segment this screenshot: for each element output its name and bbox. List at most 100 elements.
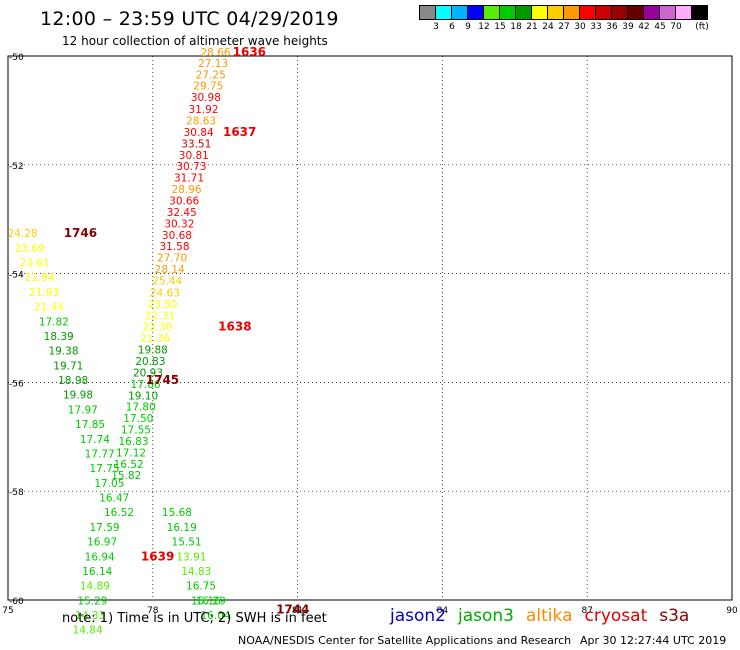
swh-value: 16.19	[167, 522, 197, 534]
x-tick-label: 81	[292, 606, 303, 616]
swh-value: 20.93	[133, 367, 163, 379]
colorbar-label: 70	[670, 22, 682, 32]
plot-frame	[7, 55, 733, 601]
swh-value: 23.69	[15, 243, 45, 255]
swh-value: 16.75	[186, 581, 216, 593]
mission-jason2: jason2	[390, 606, 446, 626]
swh-value: 17.12	[116, 447, 146, 459]
time-label: 1746	[64, 226, 97, 240]
swh-value: 14.89	[80, 581, 110, 593]
swh-value: 17.55	[121, 425, 151, 437]
swh-value: 17.75	[90, 463, 120, 475]
colorbar-label: 12	[478, 22, 490, 32]
swh-value: 21.93	[29, 287, 59, 299]
footer-timestamp: Apr 30 12:27:44 UTC 2019	[580, 634, 727, 647]
time-label: 1744	[276, 603, 309, 617]
x-tick-label: 78	[147, 606, 159, 616]
swh-value: 31.92	[188, 104, 218, 116]
x-tick-label: 87	[581, 606, 592, 616]
swh-value: 30.73	[176, 161, 206, 173]
swh-value: 19.38	[48, 346, 78, 358]
swh-value: 28.66	[201, 47, 231, 59]
colorbar-label: 39	[622, 22, 634, 32]
time-label: 1745	[146, 373, 179, 387]
swh-value: 30.81	[179, 150, 209, 162]
y-tick-label: -56	[9, 379, 24, 389]
swh-value: 27.13	[198, 58, 228, 70]
y-tick-label: -60	[9, 597, 24, 607]
swh-value: 21.44	[34, 302, 64, 314]
swh-value: 28.96	[172, 184, 202, 196]
colorbar-label: 30	[574, 22, 586, 32]
time-label: 1637	[223, 125, 256, 139]
swh-value: 17.86	[131, 379, 161, 391]
swh-value: 16.47	[99, 493, 129, 505]
swh-value: 17.82	[39, 316, 69, 328]
swh-value: 15.68	[162, 507, 192, 519]
swh-value: 28.14	[155, 264, 185, 276]
colorbar-swatches	[419, 5, 708, 20]
swh-value: 24.63	[150, 287, 180, 299]
colorbar-label: 24	[542, 22, 554, 32]
footer-credit: NOAA/NESDIS Center for Satellite Applica…	[238, 634, 572, 647]
colorbar-label: 33	[590, 22, 602, 32]
swh-value: 31.58	[159, 241, 189, 253]
colorbar-label: 36	[606, 22, 618, 32]
colorbar-swatch	[691, 5, 708, 20]
swh-value: 16.16	[191, 595, 221, 607]
time-label: 1638	[218, 320, 251, 334]
y-tick-label: -54	[9, 271, 24, 281]
colorbar-label: 18	[510, 22, 522, 32]
chart-title: 12:00 – 23:59 UTC 04/29/2019	[40, 8, 339, 30]
swh-value: 33.51	[181, 138, 211, 150]
swh-value: 16.83	[118, 436, 148, 448]
swh-value: 30.32	[164, 218, 194, 230]
swh-value: 17.85	[75, 419, 105, 431]
y-tick-label: -50	[9, 53, 24, 63]
x-tick-label: 75	[2, 606, 13, 616]
y-tick-label: -52	[9, 162, 24, 172]
swh-value: 16.14	[82, 566, 112, 578]
swh-value: 30.98	[191, 92, 221, 104]
swh-value: 28.63	[186, 116, 216, 128]
swh-value: 19.71	[53, 360, 83, 372]
swh-value: 20.83	[135, 356, 165, 368]
swh-value: 16.97	[87, 537, 117, 549]
mission-cryosat: cryosat	[584, 606, 648, 626]
swh-value: 27.70	[157, 253, 187, 265]
footer-note: note: 1) Time is in UTC; 2) SWH is in fe…	[62, 611, 327, 626]
swh-value: 15.51	[172, 537, 202, 549]
swh-value: 14.83	[181, 566, 211, 578]
colorbar-label: 6	[449, 22, 455, 32]
swh-value: 19.10	[128, 390, 158, 402]
mission-s3a: s3a	[659, 606, 690, 626]
swh-value: 19.98	[63, 390, 93, 402]
swh-value: 30.84	[184, 127, 214, 139]
swh-value: 22.31	[145, 310, 175, 322]
swh-value: 30.66	[169, 196, 199, 208]
x-tick-label: 90	[726, 606, 738, 616]
colorbar-label: 45	[654, 22, 666, 32]
colorbar-label: 42	[638, 22, 650, 32]
swh-value: 17.74	[80, 434, 110, 446]
swh-value: 18.39	[44, 331, 74, 343]
mission-jason3: jason3	[458, 606, 514, 626]
colorbar-legend: 3 6 9 12 15 18 21 24 27 30 33 36 39 42 45 70 (ft)	[419, 5, 709, 36]
colorbar-label: 9	[465, 22, 471, 32]
swh-value: 21.36	[140, 333, 170, 345]
swh-value: 15.29	[77, 595, 107, 607]
colorbar-label: 3	[433, 22, 439, 32]
swh-value: 16.52	[114, 459, 144, 471]
time-label: 1639	[141, 549, 174, 563]
swh-value: 14.84	[73, 625, 103, 637]
colorbar-labels: 3 6 9 12 15 18 21 24 27 30 33 36 39 42 45 70 (ft)	[420, 22, 709, 36]
swh-value: 17.05	[94, 478, 124, 490]
swh-value: 25.44	[152, 275, 182, 287]
swh-value: 17.97	[68, 404, 98, 416]
swh-value: 16.52	[104, 507, 134, 519]
chart-subtitle: 12 hour collection of altimeter wave hei…	[62, 34, 328, 48]
mission-altika: altika	[526, 606, 573, 626]
colorbar-label: (ft)	[695, 22, 709, 32]
colorbar-label: 21	[526, 22, 538, 32]
